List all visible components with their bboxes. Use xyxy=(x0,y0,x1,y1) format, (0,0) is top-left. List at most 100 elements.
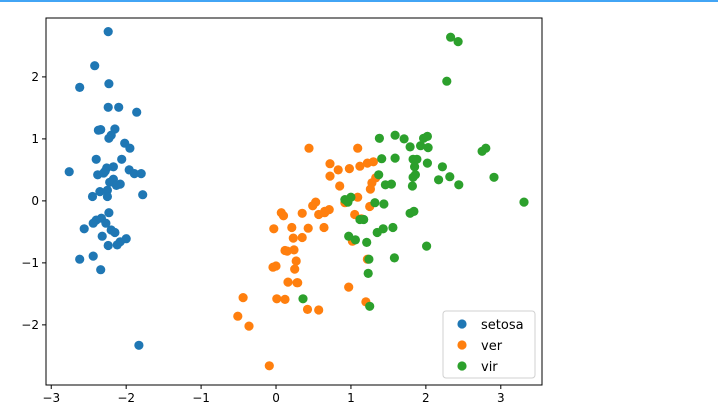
point-vir-12 xyxy=(477,146,487,156)
point-setosa-45 xyxy=(112,240,122,250)
point-ver-31 xyxy=(288,233,298,243)
point-setosa-24 xyxy=(93,170,103,180)
point-vir-51 xyxy=(519,197,529,207)
point-vir-16 xyxy=(412,154,422,164)
point-vir-18 xyxy=(410,162,420,172)
point-ver-7 xyxy=(344,164,354,174)
point-setosa-49 xyxy=(96,265,106,275)
point-ver-50 xyxy=(314,305,324,315)
point-ver-45 xyxy=(238,293,248,303)
legend-marker-vir xyxy=(457,361,467,371)
point-vir-3 xyxy=(390,130,400,140)
legend-label-ver: ver xyxy=(481,339,503,354)
point-vir-13 xyxy=(377,154,387,164)
point-setosa-29 xyxy=(95,187,105,197)
point-setosa-22 xyxy=(129,169,139,179)
legend-box xyxy=(442,310,536,379)
point-setosa-11 xyxy=(104,133,114,143)
point-ver-44 xyxy=(293,278,303,288)
point-vir-9 xyxy=(423,143,433,153)
legend-marker-setosa xyxy=(457,319,467,329)
point-ver-32 xyxy=(297,232,307,243)
x-tick-label: −2 xyxy=(117,391,135,405)
point-setosa-3 xyxy=(75,82,85,92)
point-ver-52 xyxy=(233,311,243,321)
point-ver-8 xyxy=(325,171,335,181)
legend-label-vir: vir xyxy=(481,360,498,375)
point-vir-10 xyxy=(405,142,415,152)
point-vir-17 xyxy=(422,158,432,168)
point-setosa-6 xyxy=(132,107,142,117)
point-ver-38 xyxy=(268,262,278,272)
point-setosa-21 xyxy=(64,167,74,177)
x-tick-label: 3 xyxy=(497,391,505,405)
point-setosa-42 xyxy=(97,231,107,241)
point-vir-27 xyxy=(407,181,417,191)
point-ver-36 xyxy=(291,256,301,266)
legend-marker-ver xyxy=(457,340,467,350)
x-tick-label: 1 xyxy=(347,391,355,405)
point-vir-33 xyxy=(379,199,389,209)
point-vir-5 xyxy=(374,133,384,143)
y-tick-label: 0 xyxy=(31,194,39,208)
point-ver-4 xyxy=(355,161,365,171)
point-ver-12 xyxy=(367,178,377,188)
point-setosa-23 xyxy=(136,169,146,179)
y-tick-label: −1 xyxy=(21,256,39,270)
point-ver-28 xyxy=(287,222,297,233)
point-setosa-31 xyxy=(138,190,148,200)
point-ver-3 xyxy=(368,157,378,167)
point-setosa-14 xyxy=(91,154,101,164)
x-tick-label: −3 xyxy=(42,391,60,405)
point-vir-50 xyxy=(365,301,375,311)
point-vir-38 xyxy=(409,206,419,216)
point-setosa-0 xyxy=(103,27,113,37)
point-ver-53 xyxy=(244,321,254,331)
point-setosa-1 xyxy=(90,61,100,71)
point-vir-40 xyxy=(388,222,398,233)
point-vir-34 xyxy=(370,198,380,208)
point-vir-26 xyxy=(386,179,396,189)
point-setosa-48 xyxy=(88,251,98,261)
point-setosa-8 xyxy=(96,125,106,135)
point-ver-6 xyxy=(333,165,343,175)
point-vir-32 xyxy=(343,197,353,207)
point-ver-13 xyxy=(353,192,363,202)
point-setosa-41 xyxy=(110,227,120,238)
point-setosa-37 xyxy=(88,218,98,228)
point-ver-11 xyxy=(335,181,345,191)
point-vir-46 xyxy=(389,253,399,263)
point-vir-19 xyxy=(437,162,447,172)
point-vir-42 xyxy=(344,231,354,241)
point-setosa-4 xyxy=(103,102,113,112)
point-ver-39 xyxy=(290,264,300,274)
point-vir-7 xyxy=(422,131,432,141)
point-vir-48 xyxy=(363,268,373,278)
point-vir-4 xyxy=(399,134,409,144)
point-setosa-46 xyxy=(103,240,113,251)
point-ver-5 xyxy=(325,159,335,169)
y-tick-label: 1 xyxy=(31,132,39,146)
point-setosa-32 xyxy=(87,191,98,202)
legend-label-setosa: setosa xyxy=(481,318,524,333)
point-vir-23 xyxy=(408,172,418,182)
point-vir-1 xyxy=(453,37,463,47)
legend: setosa ver vir xyxy=(442,310,536,379)
point-vir-21 xyxy=(374,170,384,180)
point-ver-27 xyxy=(269,224,279,234)
point-vir-14 xyxy=(390,153,400,163)
point-vir-28 xyxy=(434,175,444,185)
point-vir-2 xyxy=(442,76,452,86)
point-vir-49 xyxy=(298,294,308,304)
y-axis: −2 −1 0 1 2 xyxy=(21,70,46,332)
y-tick-label: 2 xyxy=(31,70,39,84)
point-vir-41 xyxy=(372,227,382,238)
point-ver-29 xyxy=(303,223,313,233)
point-setosa-13 xyxy=(125,143,135,153)
point-vir-44 xyxy=(362,237,372,247)
point-setosa-50 xyxy=(134,340,144,350)
point-ver-0 xyxy=(304,143,314,153)
point-setosa-28 xyxy=(111,180,121,190)
point-ver-16 xyxy=(308,201,318,211)
point-vir-45 xyxy=(422,241,432,251)
